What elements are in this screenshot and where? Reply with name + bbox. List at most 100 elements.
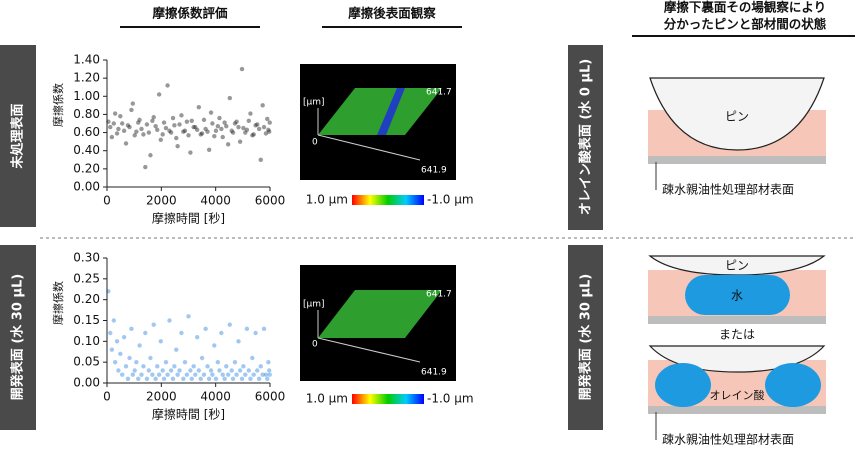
point (129, 107, 134, 113)
point (165, 83, 170, 88)
column-header: 摩擦係数評価 (152, 6, 228, 21)
point (260, 103, 265, 108)
point (146, 368, 152, 373)
point (250, 133, 255, 138)
point (212, 343, 217, 348)
y-tick-label: 0.15 (73, 313, 100, 327)
point (194, 334, 200, 340)
point (267, 372, 272, 377)
y-axis-label: 摩擦係数 (51, 83, 65, 127)
image-label: 641.7 (426, 88, 452, 98)
point (205, 364, 210, 369)
diagram-label: ピン (725, 110, 749, 124)
x-tick-label: 6000 (255, 390, 286, 404)
point (172, 364, 177, 369)
point (243, 372, 248, 377)
point (255, 368, 260, 373)
point (220, 372, 225, 377)
image-label: 641.9 (421, 166, 447, 176)
diagram-label: 水 (731, 289, 743, 303)
point (155, 364, 160, 369)
image-label: 641.9 (421, 368, 447, 378)
point (266, 129, 272, 134)
point (108, 330, 113, 336)
point (246, 118, 252, 123)
point (136, 120, 141, 125)
x-tick-label: 4000 (200, 390, 231, 404)
point (172, 123, 177, 128)
y-tick-label: 0.10 (73, 334, 100, 348)
surface-image (300, 265, 456, 381)
point (205, 129, 210, 134)
point (241, 125, 246, 131)
point (219, 330, 224, 336)
point (150, 372, 155, 377)
point (186, 314, 191, 319)
point (236, 339, 241, 344)
point (153, 376, 158, 382)
point (174, 135, 179, 141)
point (188, 368, 193, 373)
y-tick-label: 0.00 (73, 376, 100, 390)
point (167, 318, 172, 323)
point (114, 339, 120, 344)
point (196, 368, 202, 373)
column-header: 摩擦下裏面その場観察により (664, 0, 826, 15)
point (232, 121, 238, 126)
x-axis-label: 摩擦時間 [秒] (152, 211, 225, 226)
point (261, 326, 267, 332)
point (206, 147, 212, 153)
point (125, 123, 131, 128)
point (161, 120, 167, 125)
point (116, 126, 121, 132)
point (158, 339, 163, 344)
scale-label: -1.0 μm (427, 392, 474, 406)
point (225, 142, 231, 147)
point (208, 110, 214, 115)
point (127, 355, 132, 361)
point (116, 368, 121, 373)
y-axis-label: 摩擦係数 (51, 281, 65, 325)
point (253, 330, 258, 336)
y-tick-label: 1.40 (73, 53, 100, 67)
point (239, 376, 245, 382)
point (248, 376, 253, 382)
row-label-bar (0, 245, 36, 430)
point (160, 132, 165, 137)
point (261, 124, 267, 130)
point (182, 359, 188, 365)
y-tick-label: 0.60 (73, 125, 100, 139)
diagram (648, 255, 826, 440)
x-tick-label: 2000 (146, 194, 177, 208)
point (191, 124, 196, 130)
point (250, 355, 255, 361)
point (246, 368, 252, 373)
point (251, 132, 256, 137)
point (132, 368, 137, 373)
point (181, 129, 186, 134)
point (158, 137, 163, 143)
y-tick-label: 0.00 (73, 180, 100, 194)
point (163, 359, 169, 365)
point (167, 128, 172, 133)
y-tick-label: 0.80 (73, 107, 100, 121)
point (256, 376, 262, 382)
point (163, 125, 169, 131)
point (111, 318, 116, 323)
point (111, 121, 116, 126)
point (155, 127, 160, 133)
diagram-label: または (719, 328, 755, 342)
point (121, 128, 127, 133)
point (232, 359, 238, 365)
point (170, 376, 176, 382)
point (217, 368, 222, 373)
point (186, 133, 191, 138)
point (148, 355, 153, 361)
point (189, 118, 194, 123)
point (222, 376, 227, 382)
point (256, 126, 262, 132)
point (203, 126, 208, 132)
point (263, 372, 269, 377)
point (168, 368, 174, 373)
